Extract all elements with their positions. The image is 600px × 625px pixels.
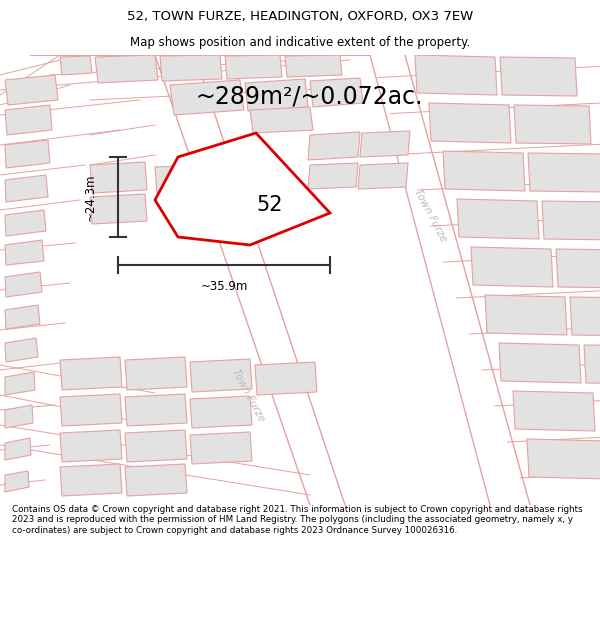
Polygon shape — [125, 464, 187, 496]
Polygon shape — [429, 103, 511, 143]
Polygon shape — [443, 151, 525, 191]
Polygon shape — [160, 55, 222, 81]
Polygon shape — [155, 165, 207, 193]
Text: ~35.9m: ~35.9m — [200, 281, 248, 294]
Polygon shape — [471, 247, 553, 287]
Polygon shape — [5, 140, 50, 168]
Polygon shape — [415, 55, 497, 95]
Polygon shape — [5, 372, 35, 395]
Polygon shape — [60, 56, 92, 75]
Polygon shape — [155, 133, 330, 245]
Polygon shape — [513, 391, 595, 431]
Polygon shape — [60, 464, 122, 496]
Polygon shape — [5, 105, 52, 135]
Polygon shape — [245, 79, 308, 111]
Polygon shape — [308, 132, 360, 160]
Text: Town Furze: Town Furze — [230, 367, 266, 423]
Polygon shape — [528, 153, 600, 192]
Polygon shape — [5, 471, 29, 492]
Text: Map shows position and indicative extent of the property.: Map shows position and indicative extent… — [130, 36, 470, 49]
Polygon shape — [514, 105, 591, 144]
Polygon shape — [285, 55, 342, 77]
Polygon shape — [90, 162, 147, 193]
Polygon shape — [125, 357, 187, 390]
Polygon shape — [358, 163, 408, 189]
Polygon shape — [570, 297, 600, 336]
Polygon shape — [5, 338, 38, 362]
Polygon shape — [255, 362, 317, 395]
Polygon shape — [125, 430, 187, 462]
Text: 52: 52 — [257, 195, 283, 215]
Polygon shape — [5, 438, 31, 460]
Polygon shape — [60, 394, 122, 426]
Polygon shape — [5, 405, 33, 428]
Polygon shape — [190, 432, 252, 464]
Polygon shape — [190, 359, 252, 392]
Polygon shape — [5, 210, 46, 236]
Polygon shape — [95, 55, 158, 83]
Polygon shape — [556, 249, 600, 288]
Polygon shape — [5, 175, 48, 202]
Polygon shape — [5, 272, 42, 297]
Polygon shape — [5, 240, 44, 265]
Polygon shape — [170, 80, 244, 115]
Polygon shape — [485, 295, 567, 335]
Polygon shape — [310, 78, 363, 107]
Polygon shape — [190, 396, 252, 428]
Text: ~289m²/~0.072ac.: ~289m²/~0.072ac. — [195, 85, 422, 109]
Polygon shape — [457, 199, 539, 239]
Polygon shape — [584, 345, 600, 384]
Polygon shape — [90, 194, 147, 224]
Polygon shape — [542, 201, 600, 240]
Polygon shape — [5, 75, 58, 105]
Text: Contains OS data © Crown copyright and database right 2021. This information is : Contains OS data © Crown copyright and d… — [12, 505, 583, 535]
Polygon shape — [527, 439, 600, 479]
Polygon shape — [250, 107, 313, 133]
Text: 52, TOWN FURZE, HEADINGTON, OXFORD, OX3 7EW: 52, TOWN FURZE, HEADINGTON, OXFORD, OX3 … — [127, 10, 473, 23]
Polygon shape — [60, 357, 122, 390]
Polygon shape — [360, 131, 410, 157]
Polygon shape — [125, 394, 187, 426]
Text: ~24.3m: ~24.3m — [83, 173, 97, 221]
Polygon shape — [499, 343, 581, 383]
Polygon shape — [60, 430, 122, 462]
Polygon shape — [500, 57, 577, 96]
Polygon shape — [225, 55, 282, 79]
Polygon shape — [5, 305, 40, 329]
Polygon shape — [308, 163, 358, 189]
Text: Town Furze: Town Furze — [412, 187, 448, 243]
